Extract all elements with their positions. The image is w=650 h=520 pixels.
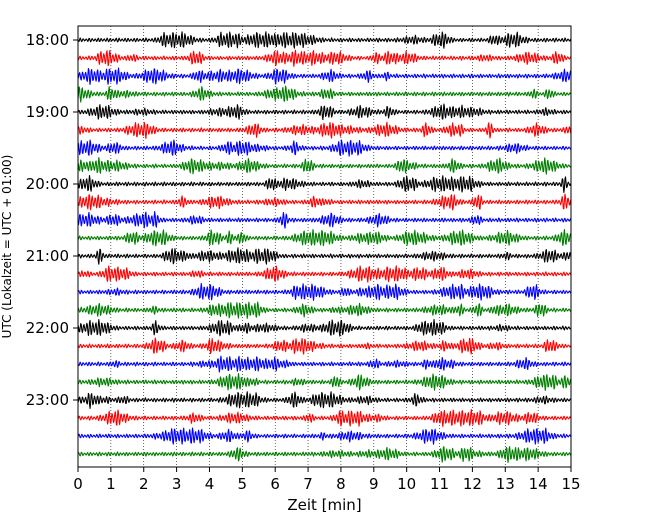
trace-line <box>77 408 572 427</box>
y-tick-label: 23:00 <box>26 391 69 409</box>
y-tick-label: 18:00 <box>26 31 69 49</box>
x-axis-label: Zeit [min] <box>287 496 361 514</box>
trace-line <box>77 175 572 193</box>
x-tick-label: 0 <box>73 475 83 493</box>
y-tick-label: 21:00 <box>26 247 69 265</box>
trace-line <box>77 265 572 283</box>
trace-line <box>77 446 572 464</box>
x-axis: 0 1 2 3 4 5 6 7 8 9 10 11 12 13 14 15 <box>73 467 581 493</box>
y-tick-label: 19:00 <box>26 103 69 121</box>
trace-line <box>77 193 572 211</box>
trace-line <box>77 337 572 355</box>
trace-group <box>77 31 572 464</box>
trace-line <box>77 391 572 409</box>
plot-frame <box>77 25 572 468</box>
x-tick-label: 7 <box>303 475 313 493</box>
x-tick-label: 5 <box>238 475 248 493</box>
trace-line <box>77 318 572 337</box>
x-tick-label: 4 <box>205 475 215 493</box>
trace-line <box>77 103 572 121</box>
x-tick-label: 11 <box>430 475 449 493</box>
trace-line <box>77 67 572 85</box>
trace-line <box>77 156 572 175</box>
y-tick-label: 20:00 <box>26 175 69 193</box>
trace-line <box>77 121 572 139</box>
trace-line <box>77 427 572 445</box>
trace-line <box>77 210 572 229</box>
x-tick-label: 14 <box>529 475 548 493</box>
y-axis: 18:00 19:00 20:00 21:00 22:00 23:00 <box>26 31 78 409</box>
trace-line <box>77 355 572 373</box>
trace-line <box>77 49 572 67</box>
x-tick-label: 8 <box>336 475 346 493</box>
trace-line <box>77 247 572 265</box>
x-tick-label: 12 <box>463 475 482 493</box>
x-tick-label: 6 <box>270 475 280 493</box>
trace-line <box>77 282 572 301</box>
trace-line <box>77 31 572 49</box>
x-tick-label: 13 <box>496 475 515 493</box>
y-axis-label: UTC (Lokalzeit = UTC + 01:00) <box>0 155 14 339</box>
trace-line <box>77 301 572 319</box>
x-tick-label: 2 <box>139 475 149 493</box>
x-tick-label: 1 <box>106 475 116 493</box>
trace-line <box>77 139 572 157</box>
x-tick-label: 3 <box>172 475 182 493</box>
trace-line <box>77 85 572 103</box>
x-tick-label: 10 <box>397 475 416 493</box>
trace-line <box>77 372 572 392</box>
x-tick-label: 15 <box>561 475 580 493</box>
y-tick-label: 22:00 <box>26 319 69 337</box>
x-tick-label: 9 <box>369 475 379 493</box>
trace-line <box>77 228 572 247</box>
